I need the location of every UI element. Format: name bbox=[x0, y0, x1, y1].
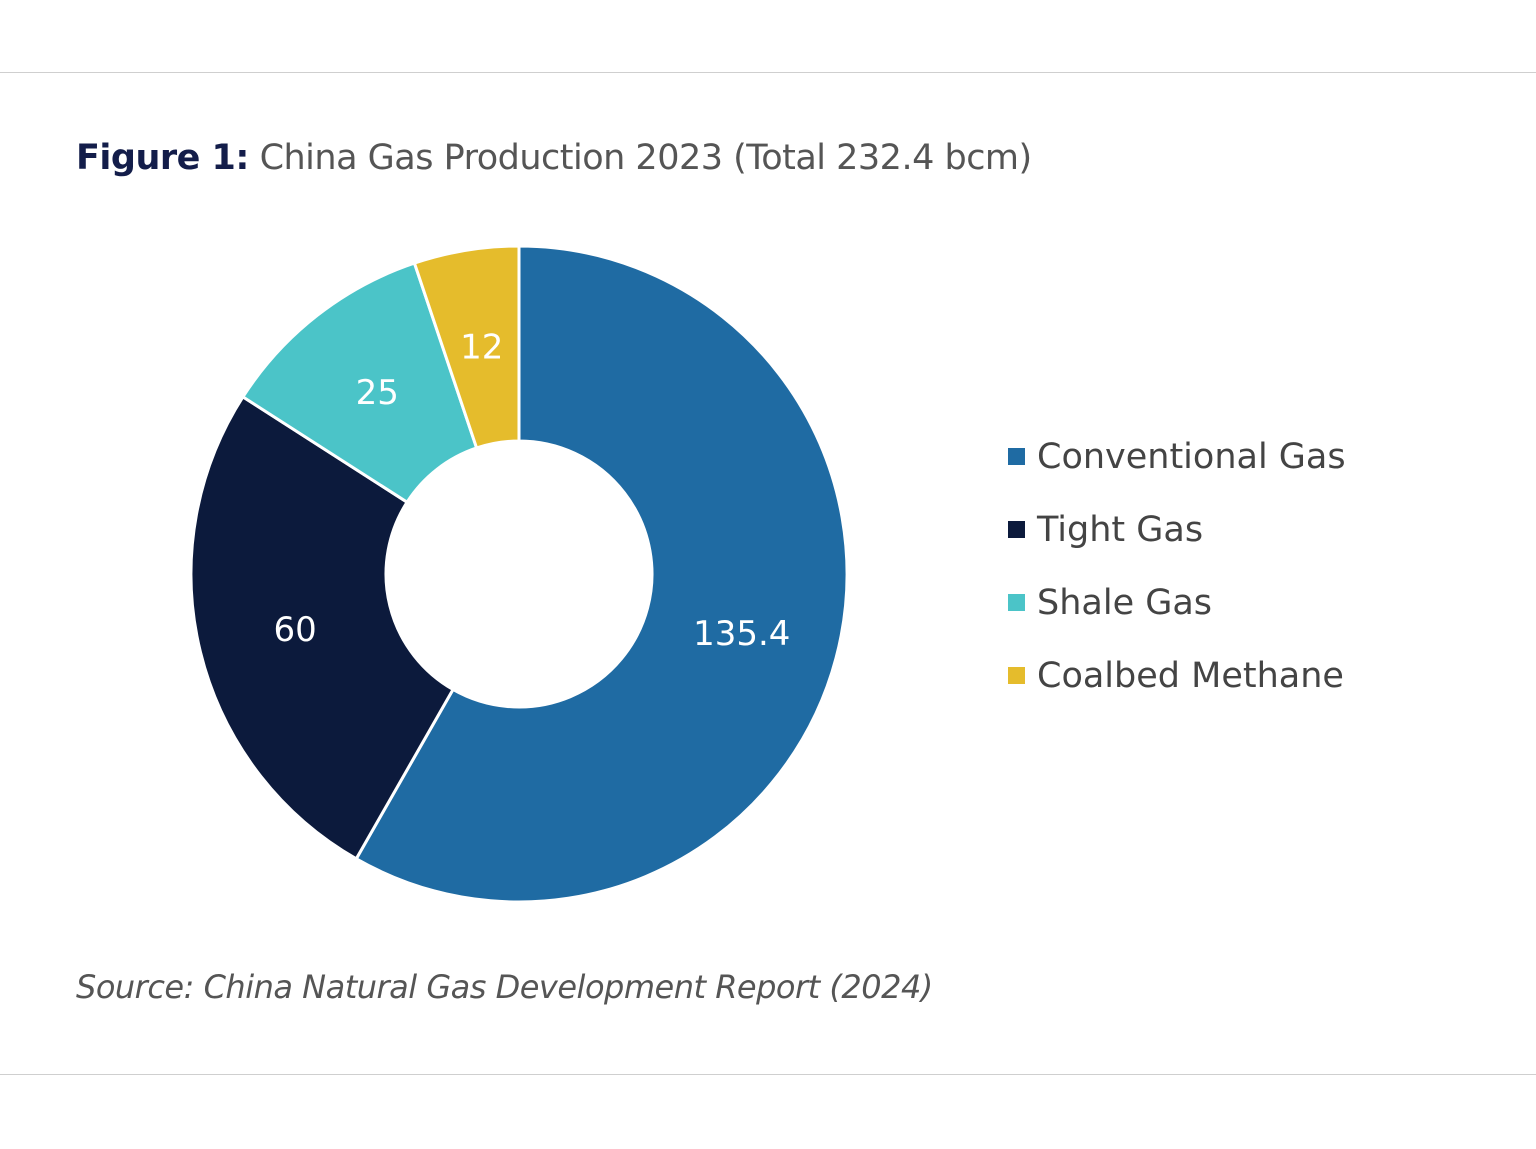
source-note: Source: China Natural Gas Development Re… bbox=[76, 968, 933, 1006]
legend-item: Tight Gas bbox=[1008, 493, 1346, 566]
slice-shale-gas bbox=[240, 261, 479, 505]
data-label: 60 bbox=[274, 610, 317, 650]
figure-caption: China Gas Production 2023 (Total 232.4 b… bbox=[259, 138, 1033, 178]
legend-swatch bbox=[1008, 594, 1025, 611]
legend-label: Coalbed Methane bbox=[1037, 655, 1344, 696]
figure-number: Figure 1: bbox=[76, 138, 249, 178]
data-label: 25 bbox=[356, 373, 399, 413]
legend-swatch bbox=[1008, 448, 1025, 465]
chart-title: Figure 1: China Gas Production 2023 (Tot… bbox=[76, 138, 1032, 178]
legend-item: Conventional Gas bbox=[1008, 420, 1346, 493]
legend-label: Tight Gas bbox=[1037, 509, 1204, 550]
legend-label: Shale Gas bbox=[1037, 582, 1213, 623]
slice-tight-gas bbox=[189, 394, 456, 861]
legend: Conventional Gas Tight Gas Shale Gas Coalbe… bbox=[1008, 420, 1346, 712]
legend-swatch bbox=[1008, 521, 1025, 538]
slice-coalbed-methane bbox=[412, 244, 521, 450]
slice-conventional-gas bbox=[354, 244, 849, 904]
bottom-divider bbox=[0, 1074, 1536, 1075]
legend-item: Coalbed Methane bbox=[1008, 639, 1346, 712]
top-divider bbox=[0, 72, 1536, 73]
data-label: 12 bbox=[460, 328, 503, 368]
legend-label: Conventional Gas bbox=[1037, 436, 1346, 477]
data-label: 135.4 bbox=[693, 614, 790, 654]
legend-swatch bbox=[1008, 667, 1025, 684]
legend-item: Shale Gas bbox=[1008, 566, 1346, 639]
